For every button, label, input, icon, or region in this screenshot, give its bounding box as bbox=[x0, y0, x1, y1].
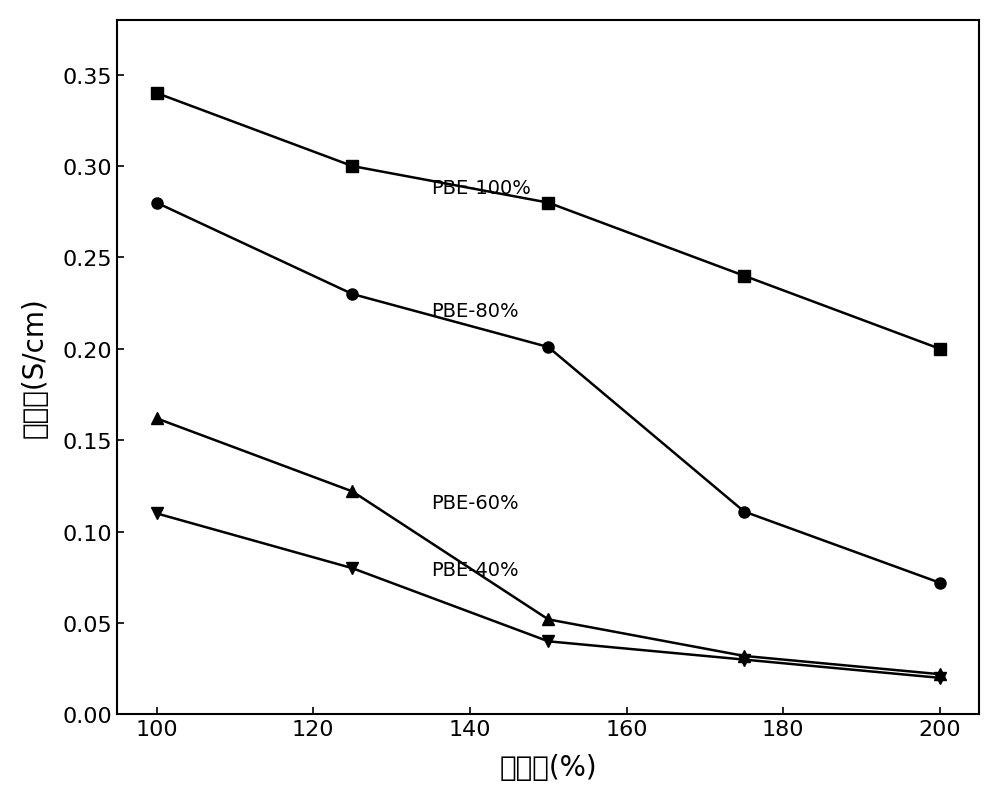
Text: PBE-80%: PBE-80% bbox=[431, 302, 518, 321]
Text: PBE-100%: PBE-100% bbox=[431, 180, 531, 198]
X-axis label: 拉伸率(%): 拉伸率(%) bbox=[499, 753, 597, 781]
Y-axis label: 电导率(S/cm): 电导率(S/cm) bbox=[21, 298, 49, 438]
Text: PBE-60%: PBE-60% bbox=[431, 493, 518, 512]
Text: PBE-40%: PBE-40% bbox=[431, 561, 518, 580]
